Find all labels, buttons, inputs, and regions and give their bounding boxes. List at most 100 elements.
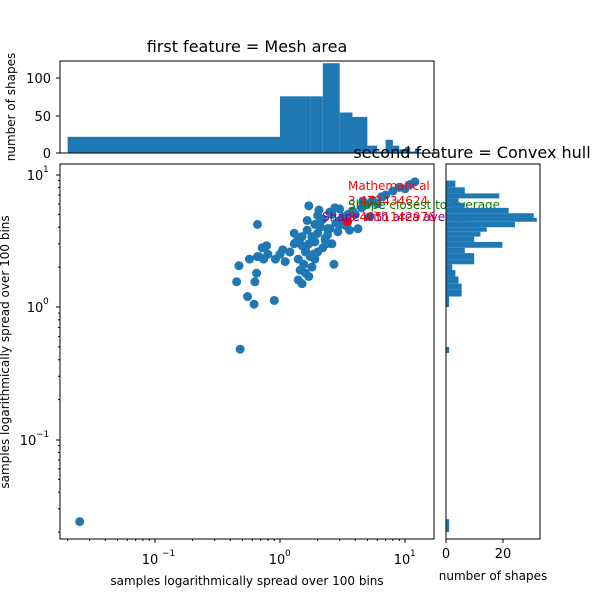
right-xtick-label: 20 bbox=[495, 547, 512, 562]
top-panel-ylabel: number of shapes bbox=[4, 53, 18, 162]
main-scatter-panel: 10 −1 10 0 10 1 10 1 10 0 10 −1 samples … bbox=[0, 163, 500, 588]
right-histogram-bar bbox=[446, 221, 515, 228]
area-average-value: 3.4051142976 bbox=[348, 210, 436, 224]
scatter-point bbox=[299, 259, 309, 269]
main-xtick-exponent: 0 bbox=[285, 549, 291, 559]
scatter-point bbox=[314, 205, 324, 215]
right-panel-title: second feature = Convex hull bbox=[353, 143, 590, 162]
scatter-point bbox=[330, 203, 340, 213]
top-histogram-bar bbox=[399, 149, 405, 153]
scatter-point bbox=[310, 237, 320, 247]
main-xtick-label: 10 bbox=[394, 553, 411, 568]
scatter-point bbox=[232, 277, 242, 287]
top-histogram-bar bbox=[310, 96, 323, 153]
scatter-point bbox=[358, 196, 368, 206]
scatter-point bbox=[249, 299, 259, 309]
scatter-point bbox=[243, 292, 253, 302]
top-histogram-bar bbox=[414, 148, 420, 153]
area-average-label: Shape with area average bbox=[322, 210, 472, 224]
right-histogram-bar bbox=[446, 283, 462, 290]
scatter-point bbox=[269, 295, 279, 305]
right-histogram-bar bbox=[446, 289, 462, 297]
right-histogram-bar bbox=[446, 276, 459, 284]
scatter-point bbox=[350, 209, 360, 219]
right-histogram-bar bbox=[446, 264, 453, 271]
scatter-point bbox=[321, 239, 331, 249]
scatter-points bbox=[75, 177, 420, 527]
scatter-point bbox=[75, 517, 85, 527]
right-xlabel: number of shapes bbox=[439, 569, 548, 583]
main-ytick-exponent: 0 bbox=[43, 297, 49, 307]
right-xticks: 0 20 bbox=[442, 539, 511, 562]
right-histogram-bar bbox=[446, 217, 537, 222]
right-histogram-bar bbox=[446, 198, 459, 203]
top-histogram-bar bbox=[405, 147, 411, 153]
scatter-point bbox=[234, 261, 244, 271]
right-histogram-bar bbox=[446, 346, 450, 353]
right-histogram-bar bbox=[446, 259, 475, 265]
top-histogram-bar bbox=[302, 96, 311, 153]
scatter-point bbox=[307, 262, 317, 272]
right-histogram-bar bbox=[446, 202, 465, 208]
scatter-point bbox=[262, 241, 272, 251]
right-panel-frame bbox=[445, 163, 541, 540]
main-xlabel: samples logarithmically spread over 100 … bbox=[110, 574, 383, 588]
main-yticks: 10 1 10 0 10 −1 bbox=[20, 165, 60, 449]
main-xtick-label: 10 bbox=[269, 553, 286, 568]
scatter-point bbox=[278, 245, 288, 255]
top-histogram-bars bbox=[67, 63, 420, 153]
scatter-point bbox=[295, 233, 305, 243]
main-minor-ticks bbox=[58, 180, 400, 541]
main-ylabel: samples logarithmically spread over 100 … bbox=[0, 215, 12, 488]
top-histogram-bar bbox=[339, 112, 353, 153]
main-panel-frame bbox=[59, 163, 435, 540]
scatter-point bbox=[323, 224, 333, 234]
scatter-point bbox=[244, 254, 254, 264]
scatter-point bbox=[252, 219, 262, 229]
scatter-point bbox=[329, 259, 339, 269]
mathematical-label: Mathematical bbox=[348, 179, 430, 193]
top-ytick-label: 0 bbox=[43, 147, 51, 162]
scatter-point bbox=[365, 212, 375, 222]
right-xtick-label: 0 bbox=[442, 547, 450, 562]
main-ytick-exponent: −1 bbox=[36, 430, 49, 440]
main-ytick-label: 10 bbox=[27, 169, 44, 184]
scatter-point bbox=[304, 271, 314, 281]
top-histogram-bar bbox=[322, 63, 340, 153]
right-histogram-bar bbox=[446, 207, 509, 214]
scatter-point bbox=[377, 192, 387, 202]
right-histogram-bar bbox=[446, 270, 456, 277]
top-histogram-bar bbox=[410, 151, 415, 153]
right-histogram-bar bbox=[446, 241, 503, 248]
right-histogram-bar bbox=[446, 180, 456, 188]
top-ytick-label: 50 bbox=[34, 110, 51, 125]
main-ytick-exponent: 1 bbox=[43, 165, 49, 175]
right-histogram-panel: second feature = Convex hull 0 20 number… bbox=[353, 143, 590, 583]
top-histogram-bar bbox=[392, 145, 400, 153]
scatter-point bbox=[280, 257, 290, 267]
scatter-point bbox=[250, 277, 260, 287]
scatter-point bbox=[263, 249, 273, 259]
top-histogram-bar bbox=[367, 145, 378, 153]
scatter-point bbox=[333, 227, 343, 237]
right-histogram-bar bbox=[446, 236, 475, 242]
top-ytick-label: 100 bbox=[26, 72, 51, 87]
main-xtick-exponent: 1 bbox=[410, 549, 416, 559]
scatter-point bbox=[410, 177, 420, 187]
scatter-point bbox=[304, 201, 314, 211]
scatter-point bbox=[372, 199, 382, 209]
top-panel-title: first feature = Mesh area bbox=[147, 37, 348, 56]
right-histogram-bar bbox=[446, 187, 465, 194]
top-histogram-bar bbox=[352, 116, 368, 153]
scatter-point bbox=[302, 215, 312, 225]
right-histogram-bars bbox=[446, 180, 537, 533]
scatter-point bbox=[254, 252, 264, 262]
right-histogram-bar bbox=[446, 253, 475, 260]
scatter-point bbox=[285, 247, 295, 257]
scatter-point bbox=[302, 225, 312, 235]
main-xticks: 10 −1 10 0 10 1 bbox=[142, 539, 416, 568]
mathematical-value: 3.473434624 bbox=[348, 194, 428, 208]
top-histogram-bar bbox=[385, 139, 393, 153]
scatter-point bbox=[308, 249, 318, 259]
